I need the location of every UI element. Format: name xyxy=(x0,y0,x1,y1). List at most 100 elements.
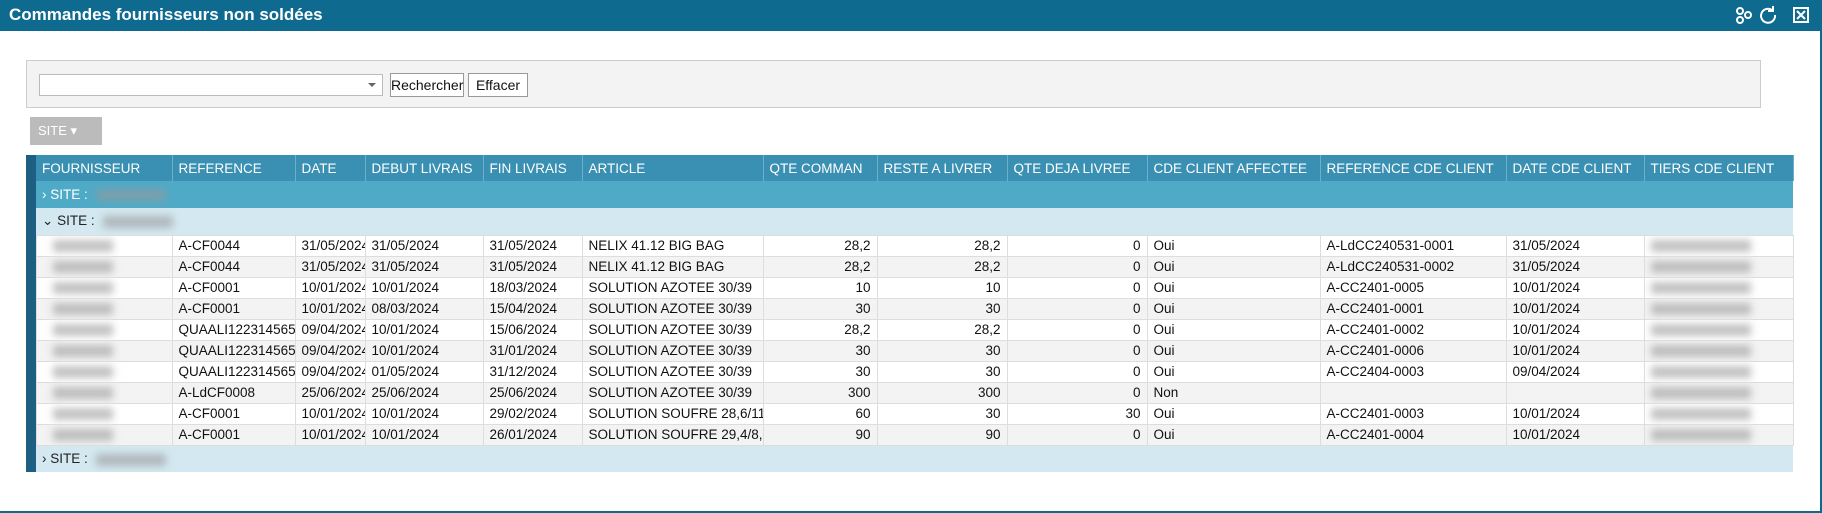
cell: 10 xyxy=(876,276,1008,299)
cell: 90 xyxy=(876,423,1008,446)
cell: 10/01/2024 xyxy=(294,402,366,425)
group-row[interactable]: › SITE : xyxy=(26,181,1793,208)
cell: 0 xyxy=(1006,381,1148,404)
blurred-supplier xyxy=(52,429,113,442)
blurred-tiers xyxy=(1650,240,1751,253)
column-header[interactable]: FIN LIVRAIS xyxy=(483,155,583,181)
data-row[interactable]: A-CF0001 10/01/2024 08/03/2024 15/04/2024 SO… xyxy=(26,297,1794,320)
column-header[interactable]: REFERENCE CDE CLIENT xyxy=(1320,155,1507,181)
cell: A-CC2401-0002 xyxy=(1319,318,1507,341)
indicator xyxy=(26,181,36,208)
cell: A-CF0044 xyxy=(171,255,296,278)
column-header[interactable]: RESTE A LIVRER xyxy=(877,155,1008,181)
indicator xyxy=(26,361,36,382)
cell: QUAALI1223145654 xyxy=(171,360,296,383)
blurred-supplier xyxy=(52,261,113,274)
cell: A-CF0001 xyxy=(171,276,296,299)
group-cell: › SITE : xyxy=(36,445,1793,472)
blurred-tiers xyxy=(1650,429,1751,442)
tiers-cell xyxy=(1643,402,1794,425)
cell: 18/03/2024 xyxy=(482,276,583,299)
clear-button[interactable]: Effacer xyxy=(468,73,528,97)
data-row[interactable]: A-CF0001 10/01/2024 10/01/2024 29/02/2024 SO… xyxy=(26,402,1794,425)
cell: 10/01/2024 xyxy=(294,276,366,299)
cell: 09/04/2024 xyxy=(294,360,366,383)
cell: 31/01/2024 xyxy=(482,339,583,362)
cell: 30 xyxy=(762,360,878,383)
cell: A-CF0001 xyxy=(171,297,296,320)
column-header[interactable]: QTE COMMAN xyxy=(763,155,878,181)
supplier-cell xyxy=(35,234,173,257)
group-label: SITE : xyxy=(57,213,95,229)
cell: 31/12/2024 xyxy=(482,360,583,383)
tiers-cell xyxy=(1643,255,1794,278)
indicator xyxy=(26,155,36,181)
tiers-cell xyxy=(1643,297,1794,320)
cell: Oui xyxy=(1146,339,1321,362)
cell: 10/01/2024 xyxy=(1505,276,1645,299)
data-row[interactable]: A-LdCF0008 25/06/2024 25/06/2024 25/06/2024… xyxy=(26,381,1794,404)
cell: 10/01/2024 xyxy=(364,402,484,425)
column-header[interactable]: FOURNISSEUR xyxy=(36,155,173,181)
title-bar: Commandes fournisseurs non soldées xyxy=(0,0,1822,31)
cell: Oui xyxy=(1146,234,1321,257)
cell: A-CF0044 xyxy=(171,234,296,257)
cell: 30 xyxy=(762,297,878,320)
cell: 31/05/2024 xyxy=(1505,234,1645,257)
cell: 0 xyxy=(1006,276,1148,299)
cell: 31/05/2024 xyxy=(294,234,366,257)
group-row[interactable]: ⌄ SITE : xyxy=(26,208,1793,235)
cell: 26/01/2024 xyxy=(482,423,583,446)
blurred-supplier xyxy=(52,303,113,316)
cell: 31/05/2024 xyxy=(482,234,583,257)
column-header[interactable]: TIERS CDE CLIENT xyxy=(1644,155,1794,181)
cell: 28,2 xyxy=(876,255,1008,278)
cell: A-CF0001 xyxy=(171,402,296,425)
blurred-supplier xyxy=(52,324,113,337)
data-row[interactable]: A-CF0044 31/05/2024 31/05/2024 31/05/2024 NE… xyxy=(26,255,1794,278)
cell: 0 xyxy=(1006,423,1148,446)
tiers-cell xyxy=(1643,381,1794,404)
cell: QUAALI1223145654 xyxy=(171,318,296,341)
cell: 25/06/2024 xyxy=(294,381,366,404)
group-chip[interactable]: SITE ▾ xyxy=(30,117,102,145)
column-header[interactable]: DATE xyxy=(295,155,366,181)
data-row[interactable]: QUAALI1223145654 09/04/2024 10/01/2024 31/0… xyxy=(26,339,1794,362)
data-row[interactable]: QUAALI1223145654 09/04/2024 01/05/2024 31/1… xyxy=(26,360,1794,383)
cell: 10/01/2024 xyxy=(1505,402,1645,425)
cell: A-CC2401-0005 xyxy=(1319,276,1507,299)
group-row[interactable]: › SITE : xyxy=(26,445,1793,472)
cell: A-LdCC240531-0001 xyxy=(1319,234,1507,257)
data-row[interactable]: A-CF0001 10/01/2024 10/01/2024 26/01/2024 SO… xyxy=(26,423,1794,446)
blurred-supplier xyxy=(52,366,113,379)
cell: 28,2 xyxy=(762,234,878,257)
blurred-tiers xyxy=(1650,408,1751,421)
indicator xyxy=(26,403,36,424)
blurred-tiers xyxy=(1650,303,1751,316)
column-header[interactable]: DEBUT LIVRAIS xyxy=(365,155,484,181)
filter-select[interactable] xyxy=(39,74,383,96)
cell: 08/03/2024 xyxy=(364,297,484,320)
data-row[interactable]: QUAALI1223145654 09/04/2024 10/01/2024 15/0… xyxy=(26,318,1794,341)
cell: 300 xyxy=(762,381,878,404)
data-row[interactable]: A-CF0044 31/05/2024 31/05/2024 31/05/2024 NE… xyxy=(26,234,1794,257)
cell: NELIX 41.12 BIG BAG xyxy=(581,255,764,278)
cell: Oui xyxy=(1146,255,1321,278)
column-header[interactable]: ARTICLE xyxy=(582,155,764,181)
cell: SOLUTION AZOTEE 30/39 xyxy=(581,276,764,299)
cell: 28,2 xyxy=(762,255,878,278)
group-cell: ⌄ SITE : xyxy=(36,208,1793,235)
cell xyxy=(1319,381,1507,404)
blurred-tiers xyxy=(1650,261,1751,274)
cell: 10 xyxy=(762,276,878,299)
search-button[interactable]: Rechercher xyxy=(390,73,464,97)
cell: 0 xyxy=(1006,234,1148,257)
data-row[interactable]: A-CF0001 10/01/2024 10/01/2024 18/03/2024 SO… xyxy=(26,276,1794,299)
column-header[interactable]: DATE CDE CLIENT xyxy=(1506,155,1645,181)
column-header[interactable]: QTE DEJA LIVREE xyxy=(1007,155,1148,181)
indicator xyxy=(26,340,36,361)
blurred-tiers xyxy=(1650,387,1751,400)
column-header[interactable]: CDE CLIENT AFFECTEE xyxy=(1147,155,1321,181)
column-header[interactable]: REFERENCE xyxy=(172,155,296,181)
group-chip-label: SITE xyxy=(38,123,67,138)
